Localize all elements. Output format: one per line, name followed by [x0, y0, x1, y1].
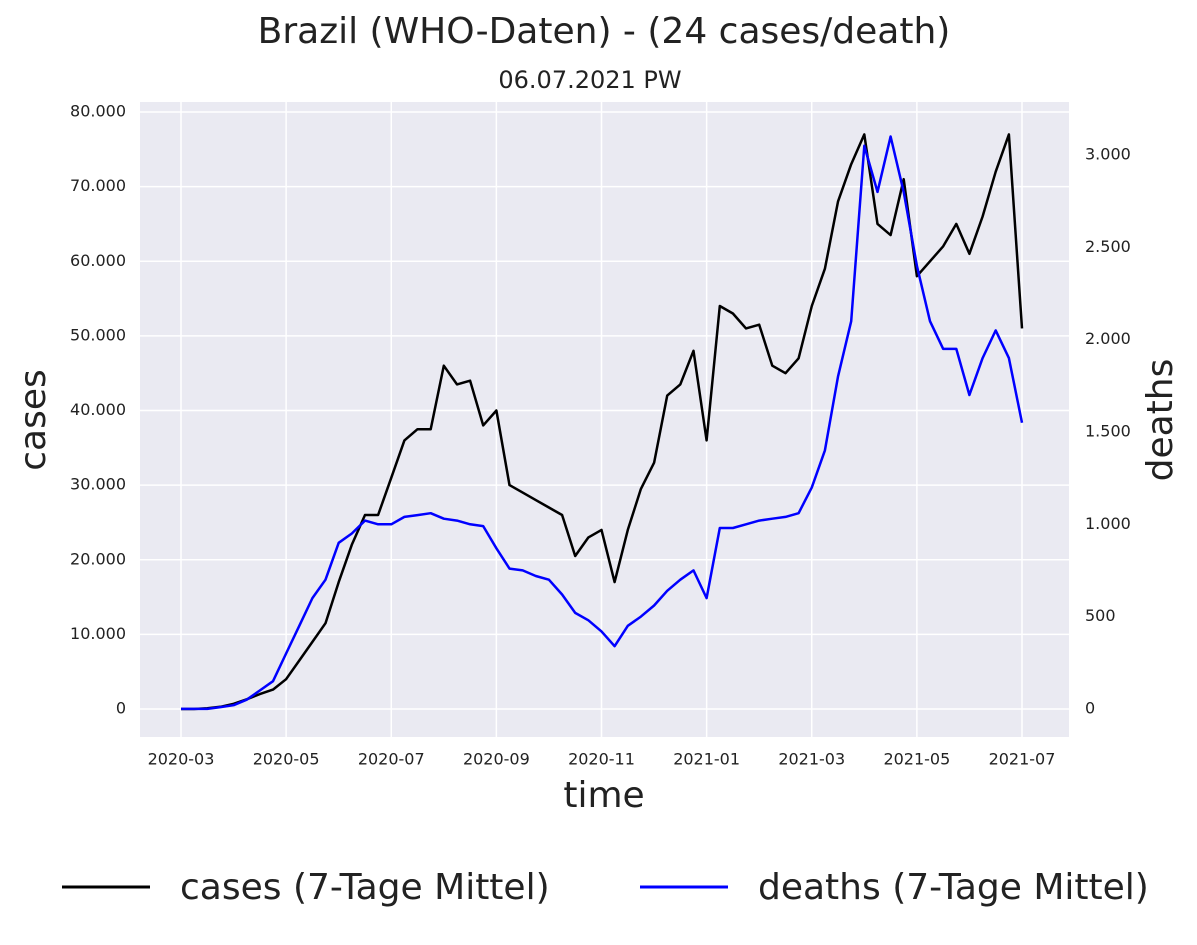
x-tick-label: 2020-09 — [463, 750, 530, 769]
data-line — [181, 135, 1024, 711]
plot-area — [140, 102, 1069, 737]
y2-tick-label: 1.000 — [1085, 514, 1131, 533]
x-tick-label: 2021-05 — [883, 750, 950, 769]
y-tick-label: 20.000 — [70, 549, 126, 568]
y2-tick-label: 2.500 — [1085, 237, 1131, 256]
y2-tick-label: 2.000 — [1085, 329, 1131, 348]
y-tick-label: 70.000 — [70, 176, 126, 195]
x-tick-label: 2021-07 — [989, 750, 1056, 769]
y-axis-label: cases — [13, 369, 54, 471]
y-tick-label: 30.000 — [70, 475, 126, 494]
x-tick-label: 2020-11 — [568, 750, 635, 769]
x-tick-label: 2021-01 — [673, 750, 740, 769]
x-tick-label: 2020-03 — [148, 750, 215, 769]
y-tick-label: 40.000 — [70, 400, 126, 419]
x-tick-label: 2020-05 — [253, 750, 320, 769]
y-tick-label: 80.000 — [70, 102, 126, 121]
data-line — [181, 133, 1024, 711]
y2-tick-label: 0 — [1085, 698, 1095, 717]
legend-label: deaths (7-Tage Mittel) — [758, 867, 1149, 908]
chart-title: Brazil (WHO-Daten) - (24 cases/death) — [258, 11, 951, 52]
y2-tick-label: 1.500 — [1085, 421, 1131, 440]
y2-tick-label: 500 — [1085, 606, 1116, 625]
y-tick-label: 50.000 — [70, 325, 126, 344]
y-tick-label: 10.000 — [70, 624, 126, 643]
y2-tick-label: 3.000 — [1085, 144, 1131, 163]
x-tick-label: 2020-07 — [358, 750, 425, 769]
x-tick-label: 2021-03 — [778, 750, 845, 769]
legend-label: cases (7-Tage Mittel) — [180, 867, 550, 908]
y-tick-label: 60.000 — [70, 251, 126, 270]
chart-subtitle: 06.07.2021 PW — [498, 66, 681, 94]
y-tick-label: 0 — [116, 699, 126, 718]
x-axis-label: time — [563, 775, 644, 816]
y2-axis-label: deaths — [1140, 359, 1181, 482]
